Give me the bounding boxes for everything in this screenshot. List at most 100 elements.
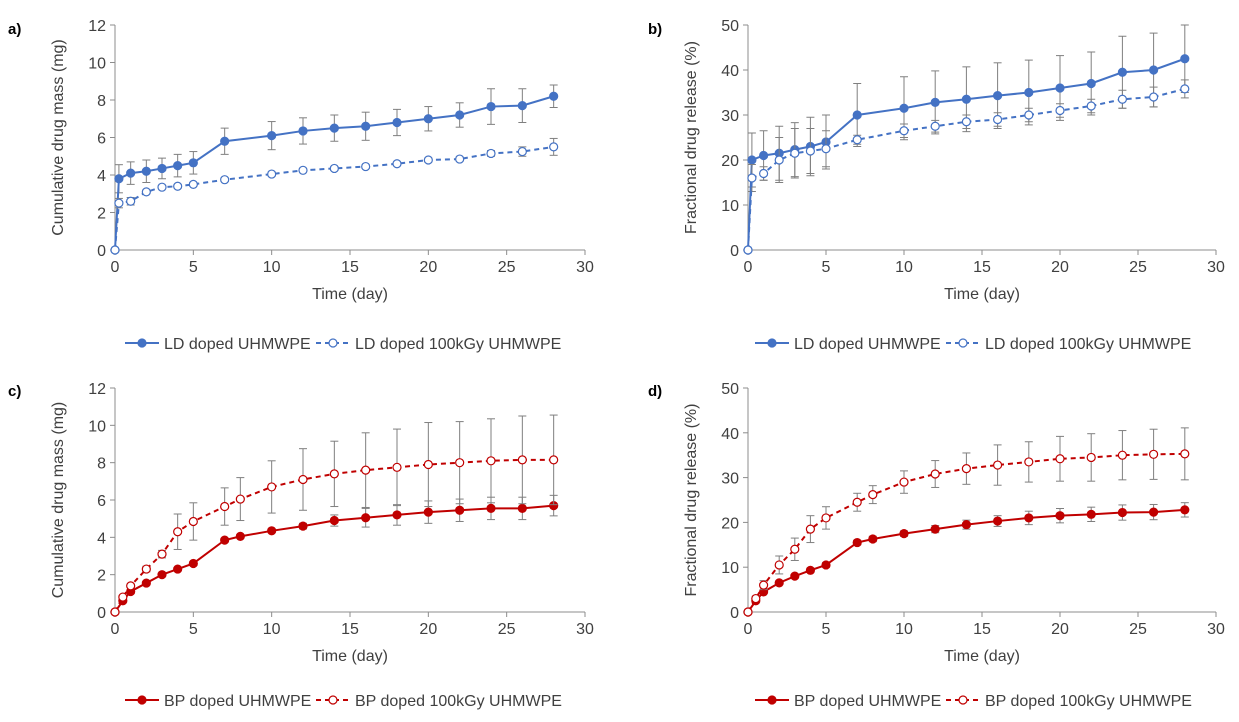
data-point [930, 97, 940, 108]
legend-label: BP doped 100kGy UHMWPE [985, 693, 1192, 710]
x-tick-label: 15 [973, 259, 991, 276]
data-point [298, 126, 308, 136]
y-tick-label: 10 [88, 56, 106, 73]
chart-panel-b: b) 0 5 10 15 20 25 30 0 10 20 30 40 50 Time (day) Fract… [648, 18, 1225, 353]
data-point [114, 174, 124, 184]
data-point [188, 158, 198, 168]
data-point [899, 103, 909, 113]
series-2 [743, 79, 1190, 255]
data-point [235, 494, 245, 504]
data-point [267, 169, 277, 179]
legend-label: BP doped UHMWPE [794, 693, 941, 710]
y-tick-label: 0 [730, 243, 739, 260]
y-tick-label: 0 [97, 605, 106, 622]
chart-panel-d: d) 0 5 10 15 20 25 30 0 10 20 30 40 50 Time (day) Fract… [648, 381, 1225, 710]
y-tick-label: 10 [88, 418, 106, 435]
data-point [1086, 101, 1096, 111]
legend-marker [767, 695, 777, 705]
data-point [1024, 513, 1034, 523]
data-point [423, 507, 433, 517]
x-tick-label: 30 [576, 259, 594, 276]
data-point [114, 198, 124, 208]
legend-label: LD doped 100kGy UHMWPE [355, 336, 561, 353]
x-tick-label: 10 [263, 259, 281, 276]
x-tick-label: 10 [895, 621, 913, 638]
x-tick-label: 5 [189, 621, 198, 638]
data-point [517, 101, 527, 111]
data-point [298, 165, 308, 175]
data-point [220, 136, 230, 146]
data-point [805, 146, 816, 156]
data-point [1148, 449, 1159, 459]
x-tick-label: 5 [189, 259, 198, 276]
x-tick-label: 0 [744, 621, 753, 638]
data-point [930, 469, 940, 479]
legend-marker [328, 695, 338, 705]
data-point [455, 110, 465, 120]
data-point [992, 114, 1003, 125]
y-tick-label: 2 [97, 568, 106, 585]
series-2 [110, 414, 559, 617]
data-point [805, 524, 816, 534]
data-point [486, 456, 496, 466]
data-point [1180, 54, 1190, 64]
x-tick-label: 25 [1129, 621, 1147, 638]
legend-marker [137, 695, 147, 705]
data-point [157, 163, 167, 174]
data-point [392, 117, 402, 128]
legend-marker [767, 338, 777, 348]
x-tick-label: 20 [1051, 621, 1069, 638]
data-point [790, 571, 800, 581]
data-point [821, 513, 831, 523]
data-point [517, 503, 527, 513]
data-point [173, 181, 183, 191]
data-point [992, 516, 1003, 526]
y-tick-label: 6 [97, 131, 106, 148]
data-point [392, 159, 402, 169]
y-tick-label: 10 [721, 560, 739, 577]
data-point [1024, 110, 1034, 120]
series-2 [743, 427, 1190, 617]
data-point [392, 510, 402, 520]
y-tick-label: 8 [97, 93, 106, 110]
data-point [141, 578, 151, 588]
data-point [141, 166, 151, 176]
data-point [361, 121, 371, 131]
data-point [455, 154, 465, 164]
legend-label: LD doped 100kGy UHMWPE [985, 336, 1191, 353]
legend-marker [328, 338, 338, 348]
data-point [188, 179, 198, 189]
data-point [267, 131, 277, 141]
x-tick-label: 10 [895, 259, 913, 276]
data-point [486, 101, 496, 112]
data-point [361, 513, 371, 523]
x-axis-label: Time (day) [944, 648, 1020, 665]
panel-label: c) [8, 383, 21, 400]
data-point [517, 146, 527, 157]
y-tick-label: 30 [721, 471, 739, 488]
data-point [961, 117, 972, 127]
data-point [899, 126, 909, 136]
data-point [852, 110, 862, 120]
y-tick-label: 40 [721, 63, 739, 80]
data-point [141, 564, 151, 574]
legend-label: LD doped UHMWPE [794, 336, 941, 353]
legend-label: BP doped 100kGy UHMWPE [355, 693, 562, 710]
data-point [157, 182, 167, 192]
y-tick-label: 10 [721, 198, 739, 215]
data-point [423, 114, 433, 124]
data-point [930, 121, 940, 131]
x-tick-label: 0 [744, 259, 753, 276]
data-point [1055, 105, 1065, 116]
data-point [329, 515, 339, 526]
data-point [747, 173, 757, 183]
data-point [751, 593, 761, 604]
y-tick-label: 20 [721, 515, 739, 532]
data-point [220, 175, 230, 185]
x-tick-label: 25 [1129, 259, 1147, 276]
data-point [868, 490, 878, 500]
data-point [930, 524, 940, 534]
y-tick-label: 0 [730, 605, 739, 622]
x-tick-label: 30 [1207, 621, 1225, 638]
x-tick-label: 30 [1207, 259, 1225, 276]
